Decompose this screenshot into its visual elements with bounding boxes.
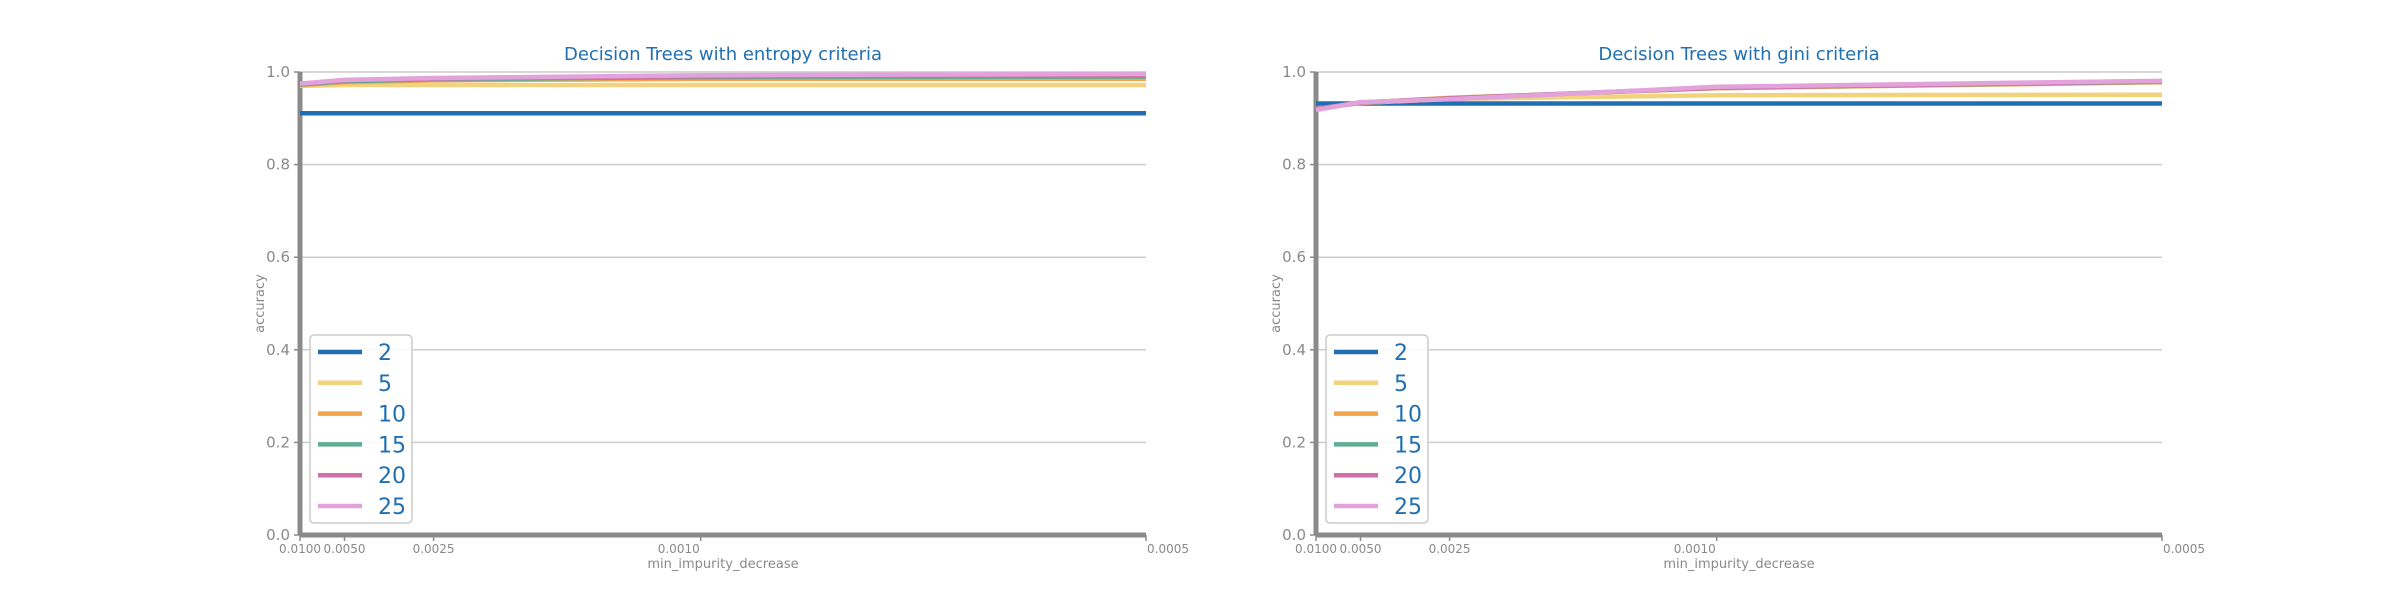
legend-label: 25 (1394, 495, 1422, 520)
x-tick-label: 0.0100 (1295, 542, 1337, 556)
chart-panel-1: Decision Trees with entropy criteria0.00… (253, 44, 1189, 572)
x-tick-label: 0.0025 (413, 542, 455, 556)
legend-label: 5 (1394, 372, 1408, 397)
series-line-5 (299, 82, 1146, 89)
x-tick-label: 0.0005 (1147, 542, 1189, 556)
legend-label: 10 (378, 403, 406, 428)
y-tick-label: 0.6 (266, 248, 290, 266)
x-tick-label: 0.0010 (658, 542, 700, 556)
legend-label: 10 (1394, 403, 1422, 428)
legend-label: 2 (378, 341, 392, 366)
legend-label: 15 (1394, 433, 1422, 458)
y-tick-label: 0.2 (1282, 433, 1306, 451)
legend-label: 15 (378, 433, 406, 458)
series-line-25 (299, 71, 1147, 86)
x-axis-label: min_impurity_decrease (647, 557, 798, 572)
legend-label: 5 (378, 372, 392, 397)
y-axis-label: accuracy (253, 274, 268, 333)
x-tick-label: 0.0050 (324, 542, 366, 556)
legend-label: 2 (1394, 341, 1408, 366)
y-axis-label: accuracy (1269, 274, 1284, 333)
y-tick-label: 0.8 (1282, 156, 1306, 174)
x-axis-label: min_impurity_decrease (1663, 557, 1814, 572)
y-tick-label: 1.0 (1282, 63, 1306, 81)
y-tick-label: 0.2 (266, 433, 290, 451)
chart-title: Decision Trees with gini criteria (1598, 44, 1879, 65)
legend-label: 25 (378, 495, 406, 520)
x-tick-label: 0.0005 (2163, 542, 2205, 556)
y-tick-label: 0.4 (1282, 341, 1306, 359)
y-tick-label: 0.0 (1282, 526, 1306, 544)
x-tick-label: 0.0010 (1674, 542, 1716, 556)
x-tick-label: 0.0050 (1340, 542, 1382, 556)
y-tick-label: 1.0 (266, 63, 290, 81)
legend-label: 20 (1394, 464, 1422, 489)
y-tick-label: 0.6 (1282, 248, 1306, 266)
x-tick-label: 0.0100 (279, 542, 321, 556)
series-line-25 (1315, 78, 2163, 113)
y-tick-label: 0.8 (266, 156, 290, 174)
y-tick-label: 0.0 (266, 526, 290, 544)
x-tick-label: 0.0025 (1429, 542, 1471, 556)
chart-panel-2: Decision Trees with gini criteria 0.0 0.2 0… (1269, 44, 2205, 572)
y-tick-label: 0.4 (266, 341, 290, 359)
legend-label: 20 (378, 464, 406, 489)
chart-title: Decision Trees with entropy criteria (564, 44, 882, 65)
